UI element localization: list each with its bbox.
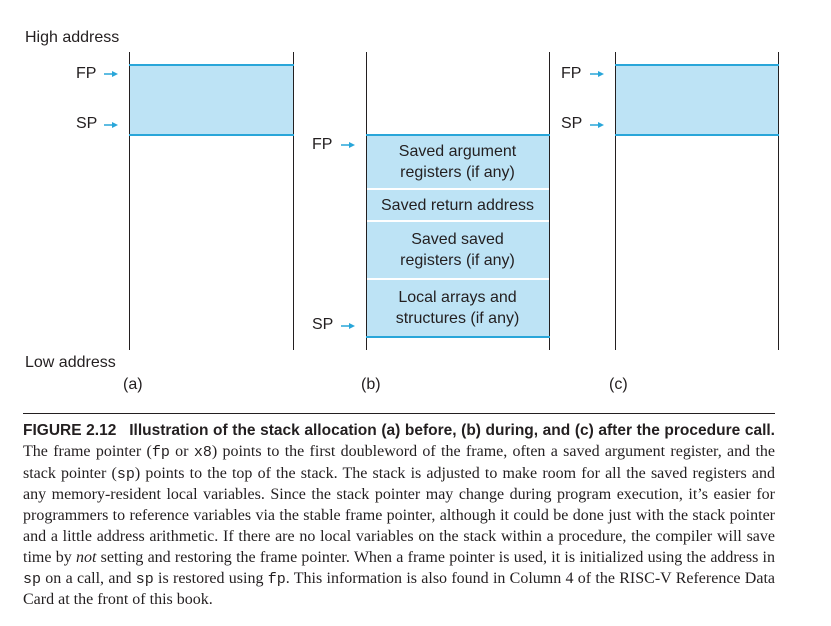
caption-text: ) points to the first doubleword of the …	[23, 442, 776, 482]
figure-number: FIGURE 2.12	[23, 422, 117, 439]
caption-text: The frame pointer (	[23, 442, 152, 460]
panel-a-left-wall	[129, 52, 130, 350]
panel-a-caption-label: (a)	[123, 376, 143, 393]
caption-code: fp	[151, 443, 170, 461]
caption-text: setting and restoring the frame pointer.…	[96, 548, 775, 566]
stack-cell-saved-args: Saved argument registers (if any)	[366, 135, 549, 188]
stack-cell-local-arrays: Local arrays and structures (if any)	[366, 280, 549, 336]
caption-code: fp	[267, 570, 286, 588]
panel-c-sp-arrow-icon	[590, 121, 604, 129]
panel-c-fp-line	[615, 64, 779, 66]
panel-a-sp-arrow-icon	[104, 121, 118, 129]
panel-c-frame-fill	[615, 65, 778, 135]
low-address-label: Low address	[25, 354, 116, 371]
panel-b-sp-label: SP	[312, 316, 334, 333]
caption-text: . This information is also found in Colu…	[23, 569, 776, 609]
stack-cell-saved-saved: Saved saved registers (if any)	[366, 222, 549, 278]
caption-rule	[23, 413, 775, 414]
panel-a-right-wall	[293, 52, 294, 350]
stack-cell-saved-args-line1: Saved argument	[398, 142, 517, 160]
panel-b-fp-label: FP	[312, 136, 333, 153]
panel-b-fp-line	[366, 134, 550, 136]
caption-code: sp	[116, 465, 135, 483]
panel-a-sp-line	[129, 134, 294, 136]
panel-b-fp-arrow-icon	[341, 141, 355, 149]
panel-c-fp-arrow-icon	[590, 70, 604, 78]
panel-a-fp-line	[129, 64, 294, 66]
panel-c-fp-label: FP	[561, 65, 582, 82]
panel-c-left-wall	[615, 52, 616, 350]
stack-cell-return-address-line1: Saved return address	[381, 196, 534, 214]
panel-c-caption-label: (c)	[609, 376, 628, 393]
panel-b-sp-line	[366, 336, 550, 338]
caption-code: sp	[135, 570, 154, 588]
panel-a-fp-label: FP	[76, 65, 97, 82]
caption-code: sp	[23, 570, 42, 588]
caption-text: on a call, and	[41, 569, 136, 587]
panel-b-right-wall	[549, 52, 550, 350]
stack-cell-local-arrays-line1: Local arrays and	[398, 289, 517, 306]
panel-b-left-wall	[366, 52, 367, 350]
panel-b-caption-label: (b)	[361, 376, 381, 393]
panel-b-sp-arrow-icon	[341, 322, 355, 330]
figure-caption: FIGURE 2.12 Illustration of the stack al…	[23, 421, 775, 611]
panel-c-right-wall	[778, 52, 779, 350]
panel-c-sp-label: SP	[561, 115, 583, 132]
stack-cell-return-address: Saved return address	[366, 190, 549, 220]
caption-emphasis: not	[75, 548, 97, 566]
panel-a-frame-fill	[129, 65, 293, 135]
stack-cell-saved-saved-line2: registers (if any)	[400, 252, 515, 269]
caption-text: or	[169, 442, 194, 460]
caption-text: is restored using	[153, 569, 268, 587]
high-address-label: High address	[25, 29, 120, 46]
stack-cell-local-arrays-line2: structures (if any)	[395, 310, 520, 327]
caption-code: x8	[193, 443, 212, 461]
panel-c-sp-line	[615, 134, 779, 136]
caption-text: ) points to the top of the stack. The st…	[23, 464, 775, 566]
figure-title: Illustration of the stack allocation (a)…	[129, 422, 775, 439]
panel-a-fp-arrow-icon	[104, 70, 118, 78]
stack-cell-saved-saved-line1: Saved saved	[411, 231, 504, 248]
panel-a-sp-label: SP	[76, 115, 98, 132]
stack-cell-saved-args-line2: registers (if any)	[400, 163, 515, 181]
